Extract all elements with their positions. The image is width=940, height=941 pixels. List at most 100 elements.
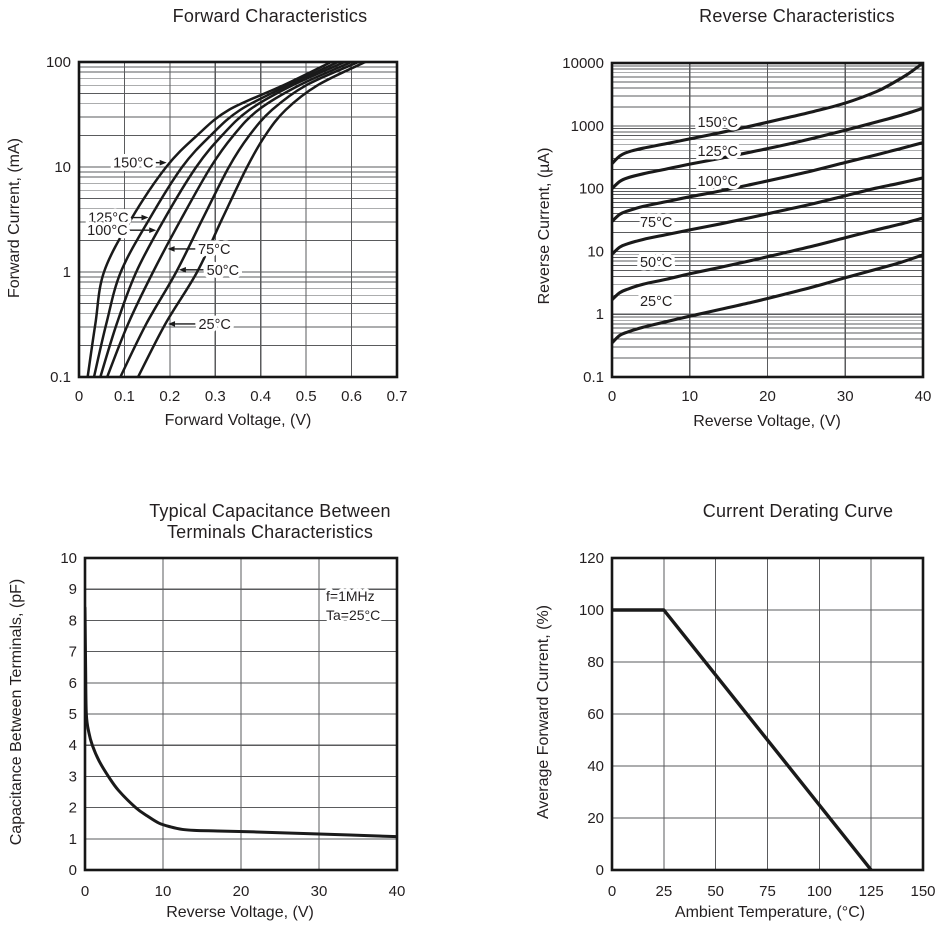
x-tick-label: 20: [233, 883, 250, 900]
x-tick-label: 30: [837, 388, 854, 405]
curves: [86, 62, 367, 377]
x-tick-label: 20: [759, 388, 776, 405]
x-tick-label: 0.6: [341, 388, 362, 405]
series-50c: [119, 62, 360, 377]
series-150c: [86, 62, 333, 377]
x-tick-label: 0: [608, 388, 616, 405]
x-tick-label: 10: [681, 388, 698, 405]
y-tick-label: 0: [69, 862, 77, 879]
curve-label: 100°C: [698, 174, 738, 190]
forward-x-axis-label: Forward Voltage, (V): [164, 412, 312, 429]
x-tick-label: 0.7: [387, 388, 408, 405]
label-arrow-head: [149, 227, 157, 234]
x-tick-label: 0.3: [205, 388, 226, 405]
x-tick-label: 0.4: [250, 388, 271, 405]
series-150c: [612, 63, 923, 166]
x-tick-label: 75: [759, 883, 776, 900]
y-tick-label: 7: [69, 644, 77, 661]
x-tick-label: 125: [859, 883, 884, 900]
curve-label: 25°C: [198, 317, 230, 333]
gridlines: [85, 558, 397, 870]
y-tick-label: 100: [579, 181, 604, 198]
y-tick-label: 100: [46, 54, 71, 71]
y-tick-label: 1: [63, 264, 71, 281]
y-tick-label: 10: [587, 243, 604, 260]
y-tick-label: 1000: [571, 118, 604, 135]
curve-label: 25°C: [640, 294, 672, 310]
x-tick-label: 40: [915, 388, 932, 405]
forward-y-axis-label: Forward Current, (mA): [6, 137, 23, 299]
series-25c: [612, 253, 923, 345]
label-arrow-head: [178, 266, 186, 273]
reverse-characteristics-chart: 0 10 20 30 40 0.1 1 10 100 1000 10000 150°C 125°C 100…: [470, 0, 940, 471]
y-tick-label: 1: [596, 306, 604, 323]
forward-plot: 0 0.1 0.2 0.3 0.4 0.5 0.6 0.70.1110100150°C125°…: [46, 54, 407, 405]
forward-characteristics-chart: 0 0.1 0.2 0.3 0.4 0.5 0.6 0.7 0.1 1 10 100 150°C 125°…: [0, 0, 470, 471]
derating-chart-title: Current Derating Curve: [702, 501, 894, 521]
gridlines: [612, 63, 923, 377]
y-tick-label: 9: [69, 581, 77, 598]
x-tick-label: 40: [389, 883, 406, 900]
x-tick-label: 0: [608, 883, 616, 900]
y-tick-label: 120: [579, 550, 604, 567]
series-25c: [136, 62, 367, 377]
x-tick-label: 0.1: [114, 388, 135, 405]
series-100c: [99, 62, 347, 377]
curves: [85, 606, 397, 839]
derating-chart: 0 25 50 75 100 125 150 0 20 40 60 80 100 120 Current …: [470, 470, 940, 941]
y-tick-label: 60: [587, 706, 604, 723]
y-tick-label: 6: [69, 675, 77, 692]
series-75c: [612, 176, 923, 256]
label-arrow-head: [159, 159, 167, 166]
gridlines: [612, 558, 923, 870]
y-tick-label: 8: [69, 612, 77, 629]
curve-label: 150°C: [698, 115, 738, 131]
y-tick-label: 5: [69, 706, 77, 723]
y-tick-label: 0.1: [50, 369, 71, 386]
y-tick-label: 0: [596, 862, 604, 879]
curve-label: 150°C: [113, 156, 153, 172]
curve-label: 100°C: [87, 223, 127, 239]
curves: [612, 63, 923, 345]
y-tick-label: 10000: [562, 55, 604, 72]
series-50c: [612, 216, 923, 302]
x-tick-label: 25: [655, 883, 672, 900]
series-100c: [612, 141, 923, 223]
y-tick-label: 10: [60, 550, 77, 567]
gridlines: [79, 62, 397, 377]
capacitance-x-axis-label: Reverse Voltage, (V): [166, 904, 314, 921]
x-tick-label: 0.2: [159, 388, 180, 405]
y-tick-label: 2: [69, 800, 77, 817]
annotations: f=1MHz Ta=25°C: [323, 585, 383, 626]
derating-x-axis-label: Ambient Temperature, (°C): [674, 904, 866, 921]
series-125c: [612, 106, 923, 191]
curve-label: 125°C: [698, 144, 738, 160]
y-tick-label: 80: [587, 654, 604, 671]
curve-label: 75°C: [640, 215, 672, 231]
y-tick-label: 10: [54, 159, 71, 176]
x-tick-label: 0.5: [296, 388, 317, 405]
annotation-text: f=1MHz: [326, 588, 375, 604]
tick-labels: 0 10 20 30 40 0 1 2 3 4 5 6 7 8 9 10: [60, 550, 405, 900]
tick-labels: 0 25 50 75 100 125 150 0 20 40 60 80 100 120: [579, 550, 936, 900]
reverse-chart-title: Reverse Characteristics: [699, 6, 895, 26]
y-tick-label: 0.1: [583, 369, 604, 386]
annotation-text: Ta=25°C: [326, 607, 380, 623]
label-arrow-head: [167, 246, 175, 252]
series-125c: [92, 62, 340, 377]
x-tick-label: 50: [707, 883, 724, 900]
series-75c: [105, 62, 353, 377]
x-tick-label: 30: [311, 883, 328, 900]
capacitance-chart: 0 10 20 30 40 0 1 2 3 4 5 6 7 8 9 10 f=1MHz Ta=25°C Typic…: [0, 470, 470, 941]
tick-labels: 0 10 20 30 40 0.1 1 10 100 1000 10000: [562, 55, 931, 405]
reverse-y-axis-label: Reverse Current, (µA): [536, 147, 553, 305]
capacitance-chart-title-line1: Typical Capacitance Between: [149, 501, 391, 521]
label-arrow-head: [168, 321, 176, 327]
reverse-x-axis-label: Reverse Voltage, (V): [693, 413, 841, 430]
capacitance-chart-title-line2: Terminals Characteristics: [166, 522, 374, 542]
plot-border: [77, 60, 399, 379]
